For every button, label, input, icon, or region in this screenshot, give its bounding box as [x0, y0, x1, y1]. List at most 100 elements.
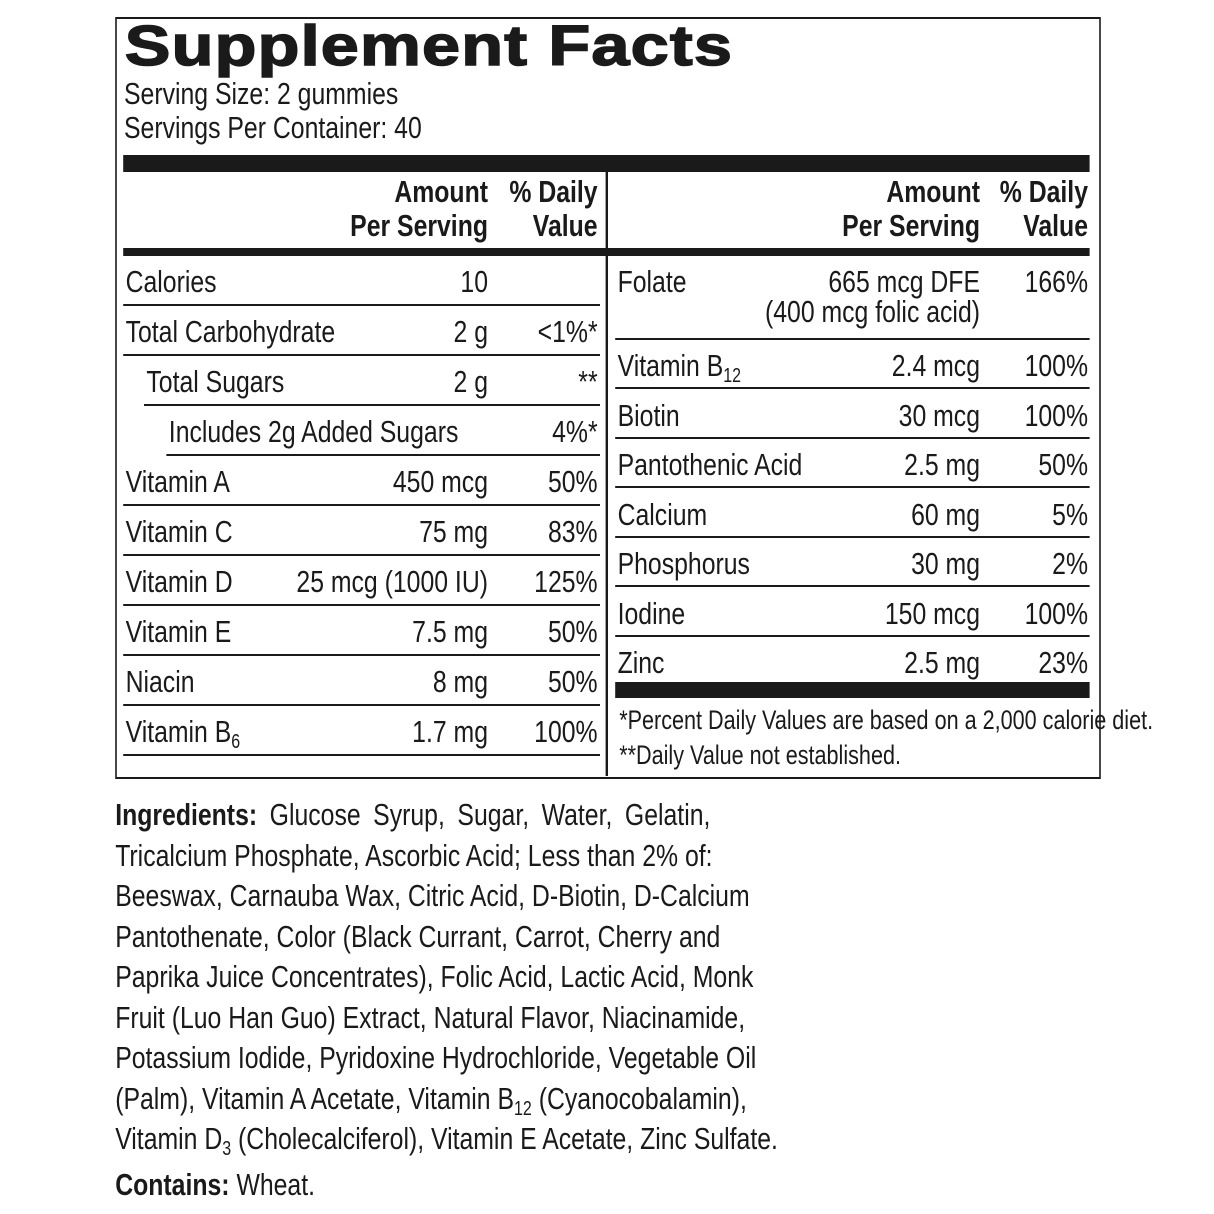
left-dv-header: % Daily Value [509, 174, 598, 243]
ingredients-label: Ingredients: [115, 797, 258, 832]
ingredients-line: Tricalcium Phosphate, Ascorbic Acid; Les… [115, 836, 713, 877]
table-row: Iodine 150 mcg 100% [615, 588, 1090, 637]
ingredients-text: (Cholecalciferol), Vitamin E Acetate, Zi… [231, 1121, 778, 1156]
ingredients-text: Fruit (Luo Han Guo) Extract, Natural Fla… [115, 999, 746, 1035]
table-row: Calories 10 [123, 256, 600, 306]
nutrient-amount: 2.4 mcg [891, 348, 980, 383]
ingredients-line: Vitamin D3 (Cholecalciferol), Vitamin E … [115, 1119, 778, 1160]
nutrient-daily-value: 83% [547, 514, 598, 549]
nutrient-amount: 2 g [453, 364, 488, 399]
table-row: Niacin 8 mg 50% [123, 656, 600, 706]
nutrient-daily-value: 2% [1052, 546, 1088, 581]
nutrient-label: Niacin [125, 664, 195, 699]
nutrient-daily-value: 50% [547, 664, 598, 699]
nutrient-amount: 2.5 mg [904, 645, 980, 680]
nutrient-label: Includes 2g Added Sugars [168, 414, 459, 449]
serving-size: Serving Size: 2 gummies [124, 76, 399, 111]
footnote-percent-dv: *Percent Daily Values are based on a 2,0… [619, 705, 1154, 735]
nutrient-label: Vitamin D [125, 564, 233, 599]
ingredients-line: Beeswax, Carnauba Wax, Citric Acid, D-Bi… [115, 876, 749, 917]
nutrient-amount: 60 mg [911, 496, 980, 532]
ingredients-text: Vitamin D [115, 1121, 223, 1156]
subscript: 12 [723, 365, 742, 387]
table-row: Phosphorus 30 mg 2% [615, 538, 1090, 587]
nutrient-label: Total Carbohydrate [125, 314, 336, 349]
table-row: Pantothenic Acid 2.5 mg 50% [615, 439, 1090, 488]
nutrient-daily-value: ** [578, 364, 598, 399]
ingredients-line: Paprika Juice Concentrates), Folic Acid,… [115, 957, 753, 998]
nutrient-label: Biotin [617, 397, 680, 433]
nutrient-amount-note: (400 mcg folic acid) [764, 294, 980, 329]
right-amount-header: Amount Per Serving [842, 174, 980, 243]
contains-statement: Contains: Wheat. [115, 1165, 710, 1206]
nutrient-amount: 2 g [453, 314, 488, 349]
nutrient-label: Calories [125, 264, 217, 299]
nutrient-label: Vitamin B6 [125, 714, 241, 753]
nutrient-amount: 25 mcg (1000 IU) [296, 564, 488, 599]
ingredients-line: Ingredients: Glucose Syrup, Sugar, Water… [115, 795, 710, 836]
nutrient-label: Vitamin B12 [617, 348, 742, 387]
subscript: 12 [514, 1097, 532, 1120]
table-row: Biotin 30 mcg 100% [615, 390, 1090, 439]
nutrient-daily-value: 50% [1038, 447, 1088, 482]
nutrient-label: Calcium [617, 496, 708, 532]
nutrient-label: Vitamin C [125, 514, 233, 549]
nutrient-amount: 30 mg [911, 546, 980, 581]
nutrient-amount: 30 mcg [898, 397, 980, 433]
servings-per-container: Servings Per Container: 40 [124, 110, 422, 145]
ingredients-text: Tricalcium Phosphate, Ascorbic Acid; Les… [115, 837, 713, 873]
nutrient-daily-value: 100% [1024, 348, 1088, 383]
ingredients-line: Fruit (Luo Han Guo) Extract, Natural Fla… [115, 998, 745, 1039]
nutrient-label: Folate [617, 264, 687, 299]
nutrient-amount: 150 mcg [884, 595, 980, 631]
table-row: Zinc 2.5 mg 23% [615, 637, 1089, 684]
ingredients-line: Potassium Iodide, Pyridoxine Hydrochlori… [115, 1038, 756, 1079]
table-row: Vitamin B12 2.4 mcg 100% [615, 340, 1090, 389]
table-row: Vitamin A 450 mcg 50% [123, 456, 600, 506]
nutrient-daily-value: 50% [547, 464, 598, 499]
nutrient-daily-value: 100% [534, 714, 598, 749]
nutrient-amount: 1.7 mg [412, 714, 488, 749]
nutrient-daily-value: 4%* [552, 414, 598, 449]
nutrient-amount: 10 [460, 264, 488, 299]
table-row: Calcium 60 mg 5% [615, 489, 1090, 538]
table-row: Vitamin C 75 mg 83% [123, 506, 600, 556]
ingredients-text: (Palm), Vitamin A Acetate, Vitamin B [115, 1080, 515, 1116]
thick-divider [123, 155, 1090, 172]
right-dv-header: % Daily Value [999, 174, 1088, 243]
table-row: Total Sugars 2 g ** [144, 356, 600, 406]
nutrient-label: Zinc [617, 645, 665, 680]
ingredients-text: Glucose Syrup, Sugar, Water, Gelatin, [257, 797, 711, 832]
table-row: Folate 665 mcg DFE (400 mcg folic acid) 166… [615, 256, 1090, 340]
nutrient-label: Total Sugars [146, 364, 285, 399]
nutrient-amount: 2.5 mg [904, 447, 980, 482]
nutrient-label: Iodine [617, 595, 686, 631]
nutrient-daily-value: 23% [1038, 645, 1088, 680]
contains-value: Wheat. [229, 1167, 316, 1202]
column-divider [605, 170, 608, 776]
table-row: Total Carbohydrate 2 g <1%* [123, 306, 600, 356]
nutrient-daily-value: 125% [534, 564, 598, 599]
table-row: Includes 2g Added Sugars 4%* [166, 406, 600, 456]
nutrient-amount: 450 mcg [392, 464, 488, 499]
left-amount-header: Amount Per Serving [350, 174, 488, 243]
table-row: Vitamin B6 1.7 mg 100% [123, 706, 600, 756]
footnote-dv-not-established: **Daily Value not established. [619, 740, 901, 770]
nutrient-label: Vitamin E [125, 614, 232, 649]
nutrient-daily-value: 100% [1024, 397, 1088, 433]
ingredients-text: Beeswax, Carnauba Wax, Citric Acid, D-Bi… [115, 878, 750, 913]
supplement-facts-panel [115, 17, 1101, 779]
nutrient-daily-value: <1%* [537, 314, 598, 349]
ingredients-text: Pantothenate, Color (Black Currant, Carr… [115, 918, 721, 954]
nutrient-daily-value: 100% [1024, 595, 1088, 631]
nutrient-daily-value: 50% [547, 614, 598, 649]
nutrient-label: Phosphorus [617, 546, 750, 581]
nutrient-amount: 75 mg [419, 514, 488, 549]
table-row: Vitamin D 25 mcg (1000 IU) 125% [123, 556, 600, 606]
nutrient-label: Vitamin A [125, 464, 230, 499]
bottom-thick-bar [615, 682, 1090, 698]
nutrient-label: Pantothenic Acid [617, 447, 803, 482]
panel-title: Supplement Facts [124, 13, 734, 79]
subscript: 6 [231, 731, 241, 753]
subscript: 3 [222, 1138, 232, 1160]
